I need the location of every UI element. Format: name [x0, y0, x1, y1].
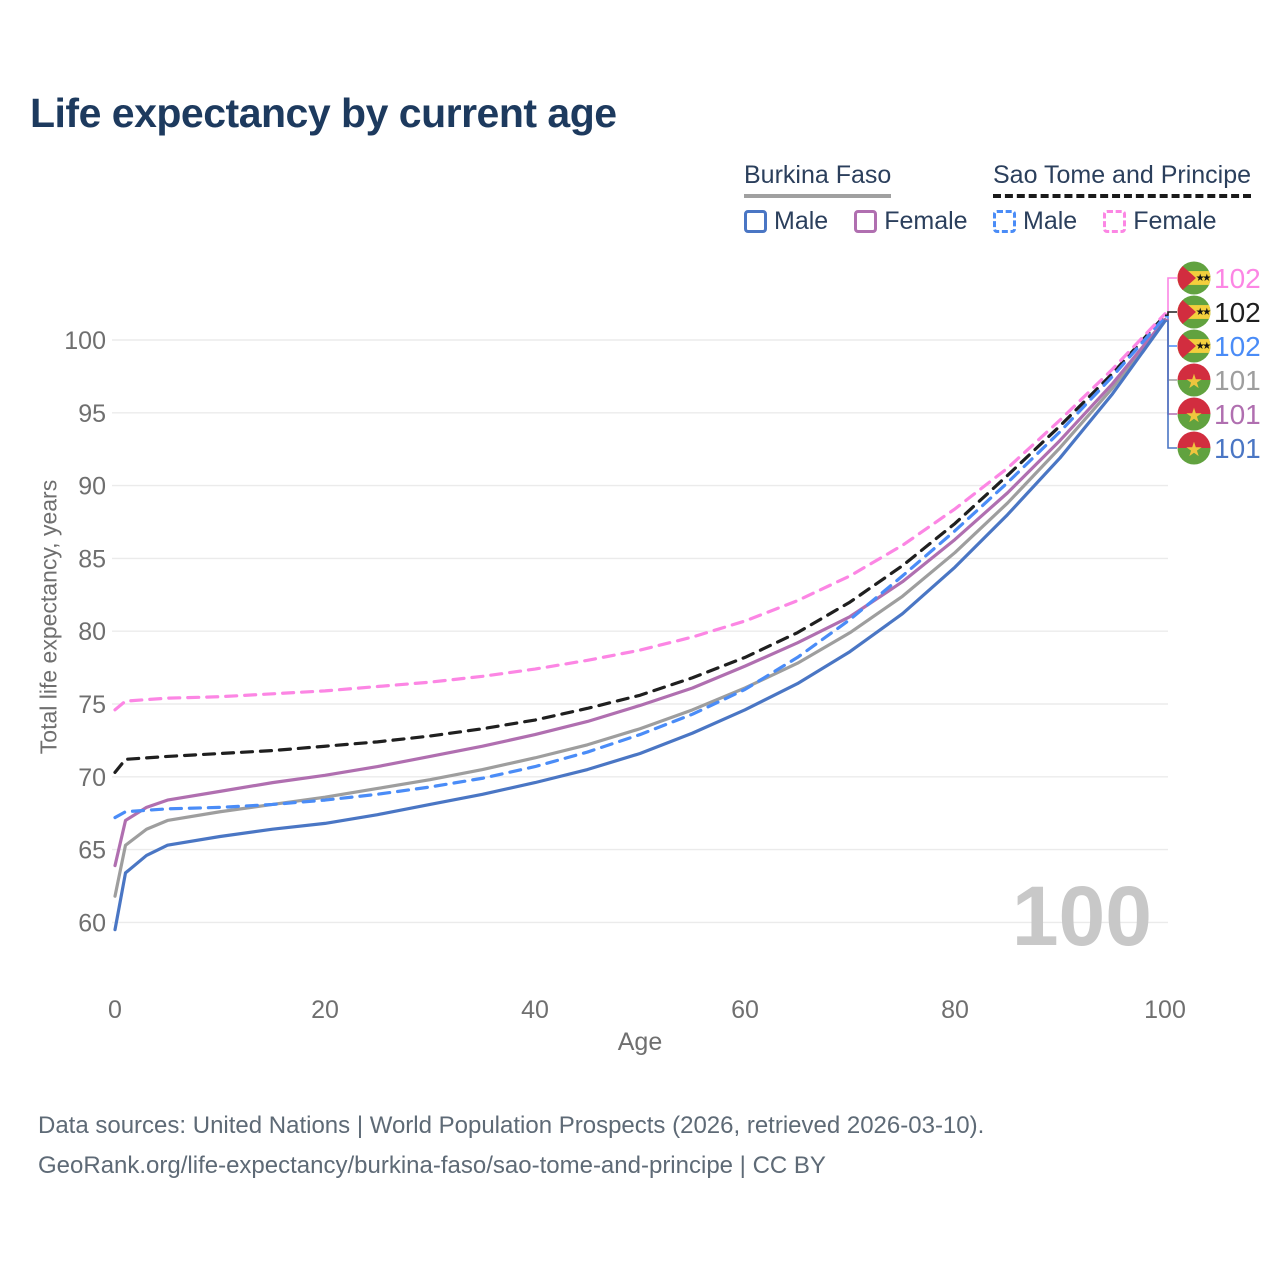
star-icon: ★ — [1185, 404, 1203, 427]
end-label-bf-total: 101 — [1214, 365, 1261, 396]
leader-line-bf-male — [1165, 320, 1177, 449]
series-line-stp-male[interactable] — [113, 315, 1167, 820]
end-label-stp-female: 102 — [1214, 263, 1261, 294]
legend-toggle-sao-tome-female[interactable]: Female — [1103, 207, 1217, 236]
legend-toggle-burkina-faso-male[interactable]: Male — [744, 207, 828, 236]
x-tick-label: 0 — [108, 996, 122, 1024]
legend-items-burkina-faso: Male Female — [744, 207, 968, 236]
leader-line-bf-total — [1165, 318, 1177, 381]
legend-label-burkina-faso-female: Female — [884, 207, 968, 235]
age-watermark: 100 — [1012, 869, 1152, 963]
legend-toggle-sao-tome-male[interactable]: Male — [993, 207, 1077, 236]
series-line-stp-total[interactable] — [113, 313, 1167, 775]
legend-swatch-burkina-faso-male-icon[interactable] — [744, 210, 767, 233]
y-tick-label: 60 — [78, 909, 106, 937]
star-icon: ★ — [1196, 341, 1205, 352]
legend-country-burkina-faso[interactable]: Burkina Faso — [744, 161, 892, 198]
leader-line-bf-female — [1165, 318, 1177, 415]
x-tick-label: 60 — [731, 996, 759, 1024]
legend-label-burkina-faso-male: Male — [774, 207, 829, 235]
x-axis-title: Age — [617, 1028, 663, 1056]
y-tick-label: 95 — [78, 400, 106, 428]
x-tick-label: 20 — [311, 996, 339, 1024]
series-line-bf-male[interactable] — [113, 319, 1167, 932]
end-label-stp-total: 102 — [1214, 297, 1261, 328]
flag-icon-burkina-faso: ★ — [1177, 431, 1211, 465]
y-tick-label: 70 — [78, 764, 106, 792]
y-tick-label: 65 — [78, 837, 106, 865]
y-tick-label: 75 — [78, 691, 106, 719]
star-icon: ★ — [1185, 370, 1203, 393]
star-icon: ★ — [1202, 273, 1211, 284]
legend-label-sao-tome-male: Male — [1023, 207, 1078, 235]
page-title: Life expectancy by current age — [30, 90, 617, 136]
footer: Data sources: United Nations | World Pop… — [38, 1106, 984, 1186]
x-tick-label: 100 — [1144, 996, 1186, 1024]
series-line-bf-female[interactable] — [113, 318, 1167, 868]
flag-icon-burkina-faso: ★ — [1177, 397, 1211, 431]
legend-group-sao-tome-and-principe: Sao Tome and Principe Male Female — [993, 161, 1252, 236]
legend-label-sao-tome-female: Female — [1133, 207, 1217, 235]
end-label-bf-male: 101 — [1214, 433, 1261, 464]
legend-country-sao-tome-and-principe[interactable]: Sao Tome and Principe — [993, 161, 1252, 198]
star-icon: ★ — [1185, 438, 1203, 461]
flag-icon-sao-tome-and-principe: ★★ — [1177, 295, 1211, 329]
y-tick-label: 90 — [78, 473, 106, 501]
star-icon: ★ — [1196, 273, 1205, 284]
legend-toggle-burkina-faso-female[interactable]: Female — [854, 207, 968, 236]
x-tick-label: 80 — [941, 996, 969, 1024]
legend-swatch-burkina-faso-female-icon[interactable] — [854, 210, 878, 233]
y-tick-label: 80 — [78, 618, 106, 646]
flag-icon-sao-tome-and-principe: ★★ — [1177, 261, 1211, 295]
leader-line-stp-total — [1165, 311, 1177, 317]
legend-swatch-sao-tome-female-icon[interactable] — [1103, 210, 1127, 233]
end-label-bf-female: 101 — [1214, 399, 1261, 430]
footer-attribution-link: GeoRank.org/life-expectancy/burkina-faso… — [38, 1152, 826, 1179]
series-line-bf-total[interactable] — [113, 318, 1167, 898]
star-icon: ★ — [1202, 307, 1211, 318]
legend-items-sao-tome-and-principe: Male Female — [993, 207, 1251, 236]
x-tick-label: 40 — [521, 996, 549, 1024]
series-line-stp-female[interactable] — [113, 312, 1167, 712]
y-tick-label: 100 — [64, 327, 106, 355]
star-icon: ★ — [1202, 341, 1211, 352]
footer-data-sources: Data sources: United Nations | World Pop… — [38, 1112, 985, 1139]
end-label-stp-male: 102 — [1214, 331, 1261, 362]
leader-line-stp-female — [1165, 277, 1177, 315]
flag-icon-burkina-faso: ★ — [1177, 363, 1211, 397]
flag-icon-sao-tome-and-principe: ★★ — [1177, 329, 1211, 363]
legend-swatch-sao-tome-male-icon[interactable] — [993, 210, 1016, 233]
star-icon: ★ — [1196, 307, 1205, 318]
y-axis-title: Total life expectancy, years — [35, 479, 62, 755]
y-tick-label: 85 — [78, 545, 106, 573]
legend-group-burkina-faso: Burkina Faso Male Female — [744, 161, 968, 236]
